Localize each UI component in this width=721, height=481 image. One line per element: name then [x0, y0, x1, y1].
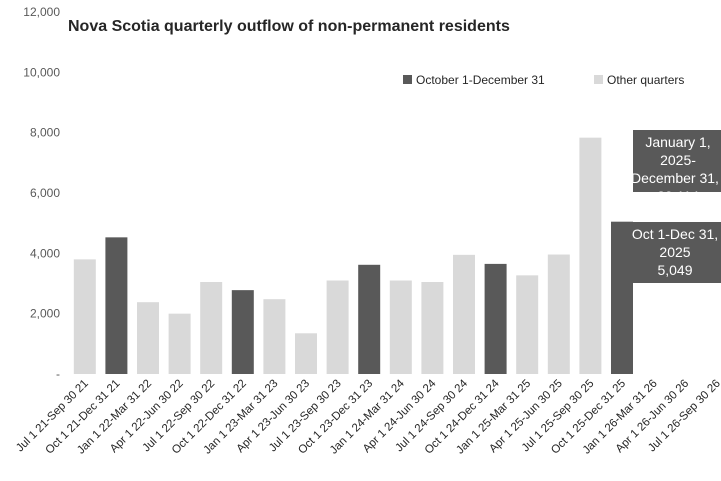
bar [73, 259, 96, 374]
bar [105, 237, 128, 374]
bars [73, 137, 633, 374]
chart-title: Nova Scotia quarterly outflow of non-per… [68, 18, 510, 35]
legend-swatch-q4 [403, 75, 412, 84]
bar [263, 299, 286, 374]
bar [579, 137, 602, 374]
annotation-line: 5,049 [657, 262, 693, 278]
annotation-line: Oct 1-Dec 31, [631, 226, 719, 242]
bar [326, 280, 349, 374]
bar [389, 280, 412, 374]
annotation-2025-total: January 1, 2025- December 31, 2025 20,11… [631, 130, 721, 204]
y-tick-label: 2,000 [30, 307, 60, 321]
y-tick-label: 12,000 [23, 5, 60, 19]
bar [231, 290, 254, 374]
legend: October 1-December 31 Other quarters [403, 73, 684, 87]
annotation-line: January 1, 2025- [645, 134, 711, 168]
bar [358, 264, 381, 374]
bar [516, 275, 539, 374]
bar [484, 263, 507, 374]
y-tick-label: 8,000 [30, 126, 60, 140]
y-tick-label: 4,000 [30, 246, 60, 260]
bar [295, 333, 317, 374]
annotation-line: December 31, 2025 [631, 170, 721, 186]
y-tick-label: 10,000 [23, 65, 60, 79]
annotation-q4-2025: Oct 1-Dec 31, 2025 5,049 [627, 222, 721, 283]
bar [200, 281, 223, 374]
bar [453, 254, 475, 374]
y-tick-label: 6,000 [30, 186, 60, 200]
legend-swatch-other [594, 75, 603, 84]
annotation-line: 2025 [659, 244, 691, 260]
legend-label-other: Other quarters [607, 73, 684, 87]
bar [547, 254, 570, 374]
annotation-line: 20,114 [657, 188, 699, 204]
y-axis: - 2,000 4,000 6,000 8,000 10,000 12,000 [23, 5, 60, 381]
legend-label-q4: October 1-December 31 [416, 73, 545, 87]
bar [421, 281, 444, 374]
y-tick-label: - [56, 367, 60, 381]
bar [168, 313, 191, 374]
bar [137, 302, 159, 374]
